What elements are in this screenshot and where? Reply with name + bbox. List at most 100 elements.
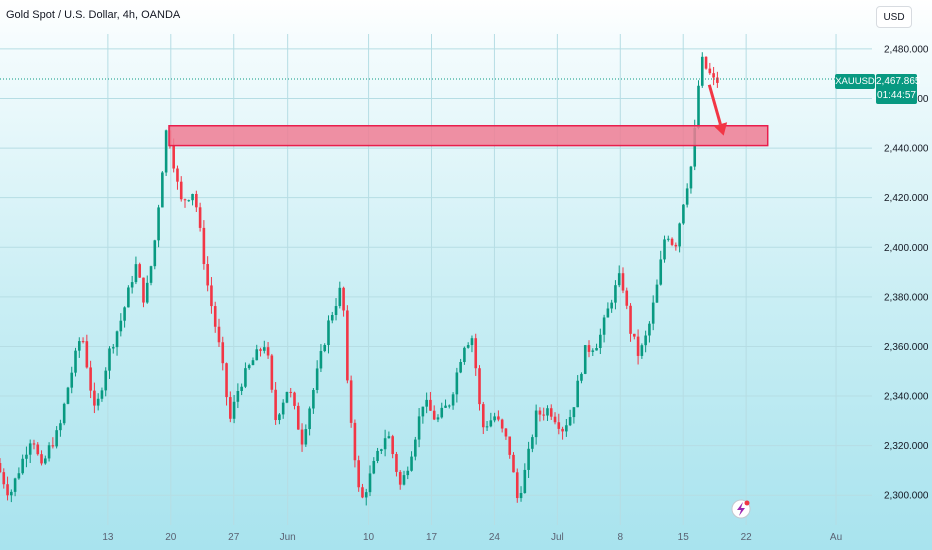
candle-body xyxy=(327,320,330,346)
x-tick-label: 22 xyxy=(741,532,753,543)
candle-body xyxy=(651,302,655,324)
candle-body xyxy=(59,423,62,431)
y-tick-label: 2,480.000 xyxy=(884,44,929,55)
candle-body xyxy=(478,368,481,405)
candle-body xyxy=(376,450,379,461)
candle-body xyxy=(115,331,119,348)
candle-body xyxy=(538,410,542,415)
vertical-grid xyxy=(107,34,837,525)
candle-body xyxy=(247,365,251,369)
candle-body xyxy=(700,56,704,86)
candle-body xyxy=(274,389,277,421)
candle-body xyxy=(47,445,51,459)
candle-body xyxy=(429,399,432,411)
candle-body xyxy=(342,287,345,311)
candle-body xyxy=(236,390,240,402)
horizontal-grid xyxy=(0,48,872,496)
bar-countdown: 01:44:57 xyxy=(877,90,916,101)
price-axis[interactable]: 2,480.0002,460.0002,440.0002,420.0002,40… xyxy=(884,44,929,501)
time-axis[interactable]: 13 20 27 Jun 10 17 24 Jul 8 15 22 Au xyxy=(102,532,842,543)
candle-body xyxy=(13,478,17,492)
candle-body xyxy=(500,419,504,429)
y-tick-label: 2,400.000 xyxy=(884,243,929,254)
candle-body xyxy=(587,345,591,352)
candle-body xyxy=(440,407,444,418)
candle-body xyxy=(285,391,289,403)
candle-body xyxy=(704,56,708,69)
candle-body xyxy=(617,273,621,286)
candle-body xyxy=(93,390,96,406)
x-tick-label: 27 xyxy=(228,532,240,543)
candle-body xyxy=(425,399,428,407)
y-tick-label: 2,440.000 xyxy=(884,144,929,155)
arrow-shaft[interactable] xyxy=(707,84,722,125)
arrow-head[interactable] xyxy=(713,122,728,136)
logo-icon[interactable] xyxy=(731,499,751,519)
candle-body xyxy=(44,458,47,464)
candle-body xyxy=(444,405,447,408)
candle-body xyxy=(614,285,617,303)
candle-body xyxy=(380,449,383,451)
candle-body xyxy=(459,361,462,373)
y-tick-label: 2,340.000 xyxy=(884,392,929,403)
candle-body xyxy=(361,487,364,498)
y-tick-label: 2,320.000 xyxy=(884,441,929,452)
candle-body xyxy=(599,334,602,349)
candle-body xyxy=(323,345,327,352)
candle-body xyxy=(100,390,104,399)
candle-body xyxy=(565,425,568,432)
candle-body xyxy=(111,347,115,349)
candle-body xyxy=(595,348,598,351)
candle-body xyxy=(270,355,274,390)
currency-button[interactable]: USD xyxy=(876,6,912,28)
candle-body xyxy=(640,345,644,356)
candle-body xyxy=(655,284,659,303)
candle-body xyxy=(145,282,149,303)
candle-body xyxy=(138,264,141,278)
candle-body xyxy=(221,342,225,364)
candle-body xyxy=(633,333,636,337)
candle-body xyxy=(153,240,157,267)
candle-body xyxy=(127,287,130,308)
candle-body xyxy=(195,193,198,208)
candle-body xyxy=(81,341,85,343)
candle-body xyxy=(315,368,319,390)
candle-body xyxy=(383,438,387,450)
candle-body xyxy=(130,282,134,288)
candle-body xyxy=(391,436,394,455)
candle-body xyxy=(77,341,81,351)
candle-series xyxy=(0,52,719,506)
candle-body xyxy=(149,266,153,283)
candle-body xyxy=(553,416,557,423)
resistance-zone[interactable] xyxy=(168,125,769,147)
y-tick-label: 2,380.000 xyxy=(884,292,929,303)
candle-body xyxy=(368,473,372,493)
candle-body xyxy=(466,345,470,348)
candle-body xyxy=(353,422,357,461)
last-price-value: 2,467.865 xyxy=(876,76,921,87)
candle-body xyxy=(183,199,187,201)
candle-body xyxy=(682,204,685,224)
y-tick-label: 2,300.000 xyxy=(884,491,929,502)
candle-body xyxy=(674,244,678,247)
candle-body xyxy=(357,460,360,488)
candle-body xyxy=(164,130,168,173)
candle-body xyxy=(304,429,308,445)
x-tick-label: Jun xyxy=(280,532,296,543)
candle-body xyxy=(395,454,398,472)
candle-body xyxy=(104,370,108,391)
candle-body xyxy=(410,456,413,471)
candle-body xyxy=(470,338,474,346)
candle-body xyxy=(602,317,606,335)
candle-body xyxy=(402,475,406,485)
candle-body xyxy=(232,401,236,419)
candle-body xyxy=(300,429,304,445)
candle-body xyxy=(414,439,417,457)
candle-body xyxy=(225,363,228,398)
candle-body xyxy=(278,414,281,421)
candle-body xyxy=(497,416,500,420)
annotations[interactable] xyxy=(0,78,872,147)
x-tick-label: Au xyxy=(830,532,842,543)
